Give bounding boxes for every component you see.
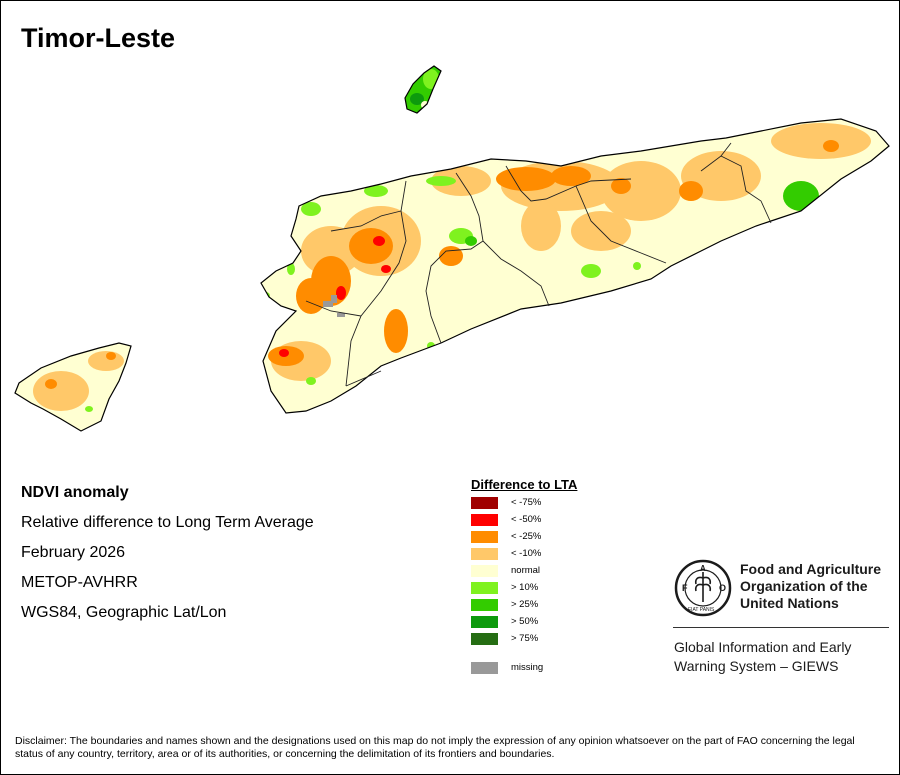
- district-boundaries: [305, 142, 772, 387]
- legend-label: < -75%: [511, 497, 542, 508]
- legend-label: > 25%: [511, 599, 539, 610]
- legend-swatch: [471, 531, 498, 543]
- sensor-name: METOP-AVHRR: [21, 574, 138, 591]
- anomaly-minus25-areas: [268, 140, 839, 366]
- giews-line: Warning System – GIEWS: [674, 658, 839, 674]
- fao-emblem-motto: FIAT PANIS: [688, 607, 715, 613]
- fao-name-line: Organization of the: [740, 578, 868, 594]
- legend-item: > 75%: [471, 632, 577, 649]
- fao-organization-name: Food and Agriculture Organization of the…: [740, 561, 900, 612]
- legend-item: < -50%: [471, 513, 577, 530]
- legend-label: normal: [511, 565, 541, 576]
- map-title: Timor-Leste: [21, 23, 176, 53]
- legend-label: < -10%: [511, 548, 542, 559]
- anomaly-minus50-areas: [279, 236, 391, 357]
- legend-swatch: [471, 565, 498, 577]
- legend-swatch: [471, 548, 498, 560]
- legend-label: missing: [511, 662, 544, 673]
- giews-name: Global Information and Early Warning Sys…: [674, 638, 890, 676]
- legend: Difference to LTA < -75% < -50% < -25% <…: [471, 477, 577, 678]
- fao-divider: [673, 627, 889, 628]
- legend-item: normal: [471, 564, 577, 581]
- legend-swatch: [471, 582, 498, 594]
- missing-data-areas: [323, 295, 345, 317]
- legend-swatch: [471, 662, 498, 674]
- disclaimer-text: Disclaimer: The boundaries and names sho…: [15, 735, 855, 760]
- legend-label: > 75%: [511, 633, 539, 644]
- fao-name-line: United Nations: [740, 595, 839, 611]
- svg-text:A: A: [700, 564, 706, 573]
- legend-swatch: [471, 616, 498, 628]
- oecusse-exclave: [14, 342, 132, 432]
- legend-item: missing: [471, 661, 577, 678]
- legend-item: < -25%: [471, 530, 577, 547]
- legend-item: < -10%: [471, 547, 577, 564]
- projection-info: WGS84, Geographic Lat/Lon: [21, 604, 227, 621]
- indicator-description: Relative difference to Long Term Average: [21, 514, 314, 531]
- legend-swatch: [471, 497, 498, 509]
- legend-title: Difference to LTA: [471, 477, 578, 492]
- legend-swatch: [471, 633, 498, 645]
- legend-item: > 50%: [471, 615, 577, 632]
- atauro-island: [404, 65, 442, 114]
- anomaly-plus10-areas: [262, 176, 641, 385]
- legend-swatch: [471, 599, 498, 611]
- legend-item: > 10%: [471, 581, 577, 598]
- legend-item: < -75%: [471, 496, 577, 513]
- svg-text:O: O: [719, 583, 726, 593]
- legend-label: < -50%: [511, 514, 542, 525]
- svg-text:F: F: [682, 583, 688, 593]
- legend-swatch: [471, 514, 498, 526]
- main-island: [260, 118, 890, 414]
- legend-label: > 10%: [511, 582, 539, 593]
- legend-label: > 50%: [511, 616, 539, 627]
- ndvi-map: [14, 65, 890, 432]
- legend-item: > 25%: [471, 598, 577, 615]
- fao-name-line: Food and Agriculture: [740, 561, 882, 577]
- indicator-name: NDVI anomaly: [21, 484, 129, 501]
- legend-label: < -25%: [511, 531, 542, 542]
- map-info-block: NDVI anomaly Relative difference to Long…: [21, 482, 314, 632]
- time-period: February 2026: [21, 544, 126, 561]
- giews-line: Global Information and Early: [674, 639, 852, 655]
- fao-emblem-icon: F O A FIAT PANIS: [674, 559, 732, 617]
